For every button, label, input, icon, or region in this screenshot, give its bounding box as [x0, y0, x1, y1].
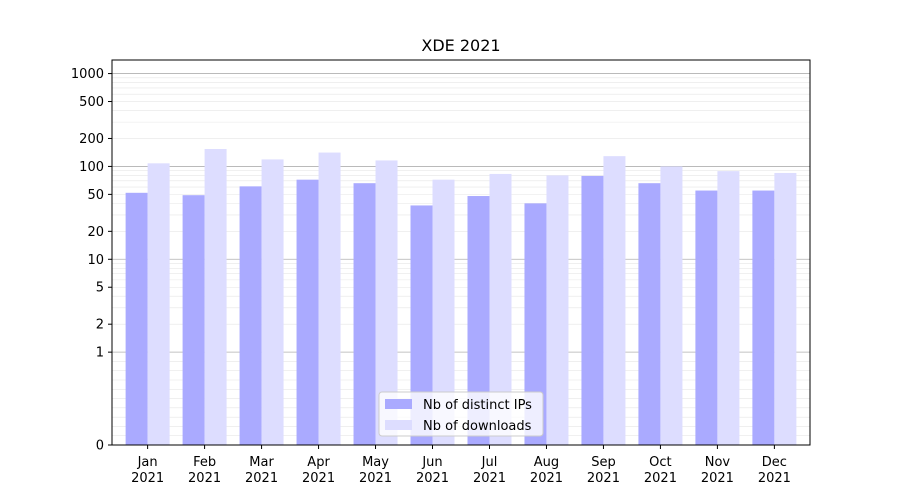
bar-ips	[239, 186, 262, 445]
bar-downloads	[603, 156, 626, 446]
x-tick-label: Apr 2021	[302, 455, 335, 486]
legend-label: Nb of downloads	[423, 419, 532, 434]
y-tick-label: 1	[96, 346, 104, 361]
grid-layer	[112, 73, 810, 437]
x-tick-label: Aug 2021	[530, 455, 563, 486]
bar-ips	[182, 195, 205, 445]
bar-downloads	[774, 172, 797, 445]
x-tick-label: May 2021	[359, 455, 392, 486]
y-tick-label: 0	[96, 439, 104, 454]
bar-ips	[467, 196, 490, 445]
y-tick-label: 20	[87, 225, 104, 240]
bar-downloads	[147, 163, 170, 445]
bar-layer	[125, 149, 797, 446]
bar-downloads	[204, 149, 227, 445]
bar-ips	[125, 192, 148, 445]
legend-box	[378, 391, 544, 437]
y-tick-label: 500	[79, 95, 104, 110]
bar-downloads	[318, 152, 341, 446]
y-tick-label: 50	[87, 188, 104, 203]
x-tick-label: Oct 2021	[644, 455, 677, 486]
legend: Nb of distinct IPs Nb of downloads	[378, 391, 544, 437]
y-tick-label: 200	[79, 132, 104, 147]
bar-ips	[524, 203, 547, 445]
bar-downloads	[660, 166, 683, 446]
bar-ips	[638, 183, 661, 445]
x-tick-label: Dec 2021	[758, 455, 791, 486]
y-tick-label: 5	[96, 281, 104, 296]
y-tick-label: 1000	[71, 67, 104, 82]
bar-ips	[410, 205, 433, 445]
bar-ips	[296, 179, 319, 445]
bar-downloads	[261, 159, 284, 445]
bar-downloads	[489, 173, 512, 446]
axis-layer: 0 1 2 5 10 20 50 100 200 500 1000 Jan 2021 Feb 2021 Mar…	[71, 67, 791, 486]
x-tick-label: Nov 2021	[701, 455, 734, 486]
chart-title: XDE 2021	[421, 36, 500, 55]
bar-ips	[353, 183, 376, 445]
x-tick-label: Jul 2021	[473, 455, 506, 486]
bar-downloads	[432, 179, 455, 445]
bar-downloads	[546, 175, 569, 446]
x-tick-label: Jun 2021	[416, 455, 449, 486]
y-tick-label: 10	[87, 253, 104, 268]
x-tick-label: Sep 2021	[587, 455, 620, 486]
legend-swatch	[385, 420, 412, 430]
bar-ips	[695, 190, 718, 445]
x-tick-label: Jan 2021	[131, 455, 164, 486]
legend-label: Nb of distinct IPs	[423, 398, 532, 413]
bar-ips	[752, 190, 775, 445]
x-tick-label: Feb 2021	[188, 455, 221, 486]
y-tick-label: 2	[96, 318, 104, 333]
bar-downloads	[375, 160, 398, 446]
y-tick-label: 100	[79, 160, 104, 175]
x-tick-label: Mar 2021	[245, 455, 278, 486]
bar-downloads	[717, 171, 740, 445]
bar-ips	[581, 175, 604, 445]
legend-swatch	[385, 399, 412, 409]
plot-frame	[111, 59, 811, 446]
